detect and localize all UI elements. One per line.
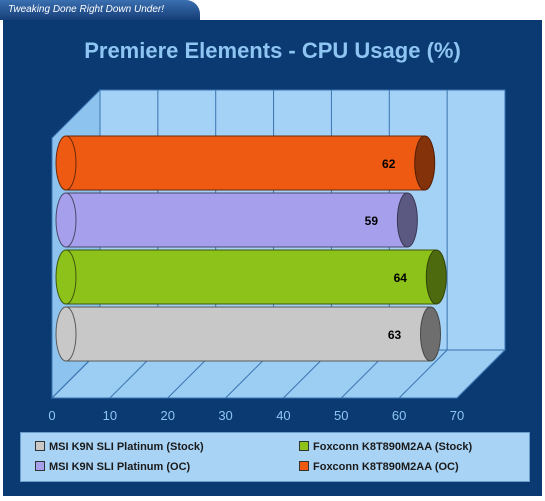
x-tick-label: 40 [276,408,290,423]
bar-end-cap [414,135,436,191]
gridline-floor [456,349,506,399]
legend-swatch [299,461,309,471]
x-tick-label: 0 [48,408,55,423]
bar-left-cap [55,249,77,305]
legend-swatch [299,441,309,451]
bar-left-cap [55,192,77,248]
x-tick-label: 50 [334,408,348,423]
x-tick-label: 10 [103,408,117,423]
legend-item-foxconn-oc: Foxconn K8T890M2AA (OC) [299,461,459,473]
bar-data-label: 64 [394,271,408,285]
x-tick-label: 30 [218,408,232,423]
chart-legend: MSI K9N SLI Platinum (Stock) Foxconn K8T… [20,432,530,482]
bar-body [65,249,437,305]
bar-body [65,192,408,248]
legend-item-foxconn-stock: Foxconn K8T890M2AA (Stock) [299,441,472,453]
bar-end-cap [425,249,447,305]
x-tick-label: 60 [392,408,406,423]
bar-end-cap [420,306,441,362]
legend-label: Foxconn K8T890M2AA (Stock) [313,441,473,453]
legend-item-msi-oc: MSI K9N SLI Platinum (OC) [35,461,190,473]
bar-left-cap [55,306,77,362]
bar-data-label: 59 [365,214,379,228]
banner-text: Tweaking Done Right Down Under! [8,4,165,15]
x-tick-label: 70 [450,408,464,423]
bar-data-label: 62 [382,157,396,171]
bar-data-label: 63 [388,328,402,342]
bar-left-cap [55,135,77,191]
legend-label: Foxconn K8T890M2AA (OC) [313,461,459,473]
legend-label: MSI K9N SLI Platinum (OC) [49,461,191,473]
bar-body [65,135,426,191]
legend-item-msi-stock: MSI K9N SLI Platinum (Stock) [35,441,204,453]
bar-body [65,306,431,362]
gridline-floor [398,349,448,399]
chart-title: Premiere Elements - CPU Usage (%) [84,38,461,63]
site-banner: Tweaking Done Right Down Under! [0,0,200,20]
bar-end-cap [396,192,418,248]
legend-label: MSI K9N SLI Platinum (Stock) [49,441,204,453]
legend-swatch [35,441,45,451]
x-tick-label: 20 [160,408,174,423]
legend-swatch [35,461,45,471]
